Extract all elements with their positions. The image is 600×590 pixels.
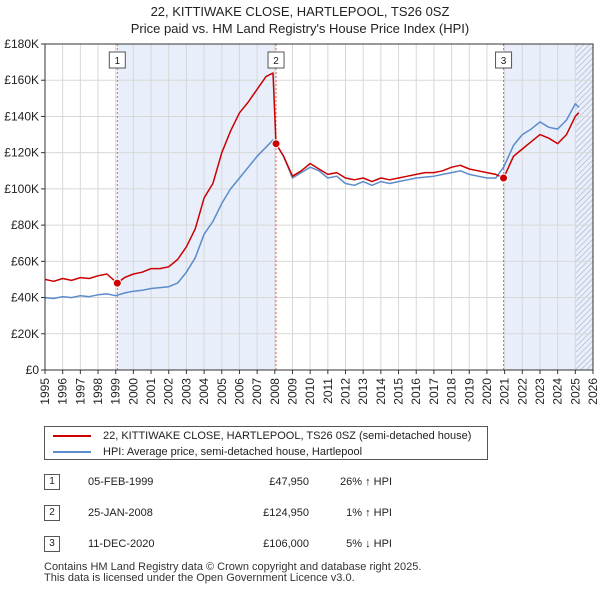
sale-hpi-change: 26% ↑ HPI: [340, 476, 392, 488]
x-tick-label: 2018: [445, 378, 459, 405]
x-tick-label: 2007: [250, 378, 264, 405]
sale-flag-box-3: [495, 51, 513, 69]
x-tick-label: 1998: [91, 378, 105, 405]
x-tick-label: 2000: [126, 378, 140, 405]
legend: 22, KITTIWAKE CLOSE, HARTLEPOOL, TS26 0S…: [44, 426, 488, 460]
x-tick-label: 2014: [374, 378, 388, 405]
x-tick-label: 2009: [285, 378, 299, 405]
x-tick-label: 2015: [392, 378, 406, 405]
footer-line-2: This data is licensed under the Open Gov…: [44, 572, 355, 584]
x-tick-label: 2019: [462, 378, 476, 405]
x-tick-label: 2008: [268, 378, 282, 405]
plot-frame: [44, 43, 594, 371]
x-tick-label: 1995: [38, 378, 52, 405]
x-tick-label: 2025: [568, 378, 582, 405]
x-tick-label: 2006: [232, 378, 246, 405]
y-tick-label: £40K: [11, 291, 39, 305]
x-tick-label: 1999: [109, 378, 123, 405]
sale-price: £106,000: [263, 538, 309, 550]
legend-swatch-hpi: [53, 451, 91, 453]
sale-number-badge: 3: [44, 536, 60, 552]
y-tick-label: £80K: [11, 218, 39, 232]
sale-price: £47,950: [269, 476, 309, 488]
legend-entry-property: 22, KITTIWAKE CLOSE, HARTLEPOOL, TS26 0S…: [53, 428, 471, 444]
x-tick-label: 2003: [179, 378, 193, 405]
y-tick-label: £20K: [11, 327, 39, 341]
sale-point-2: [271, 139, 281, 149]
footer-attribution: Contains HM Land Registry data © Crown c…: [44, 562, 421, 584]
sale-date: 25-JAN-2008: [88, 507, 153, 519]
y-tick-label: £140K: [4, 109, 39, 123]
y-tick-label: £120K: [4, 146, 39, 160]
sale-date: 05-FEB-1999: [88, 476, 154, 488]
shaded-period-1: [117, 44, 277, 370]
y-tick-label: £0: [26, 363, 40, 377]
sale-date: 11-DEC-2020: [88, 538, 155, 550]
sale-point-3: [499, 173, 509, 183]
sale-row-2: 2 25-JAN-2008 £124,950 1% ↑ HPI: [44, 505, 444, 523]
sale-flag-label-1: 1: [115, 56, 121, 67]
y-tick-label: £100K: [4, 182, 39, 196]
x-tick-label: 2021: [498, 378, 512, 405]
sale-flag-box-2: [267, 51, 285, 69]
x-tick-label: 1997: [73, 378, 87, 405]
sale-markers: 1 2 3: [108, 51, 513, 288]
series-layer: [44, 72, 580, 300]
x-tick-label: 2024: [551, 378, 565, 405]
sale-flag-label-2: 2: [273, 56, 279, 67]
y-tick-label: £180K: [4, 37, 39, 51]
sale-flag-label-3: 3: [501, 56, 507, 67]
x-tick-label: 2002: [162, 378, 176, 405]
chart-title: 22, KITTIWAKE CLOSE, HARTLEPOOL, TS26 0S…: [151, 4, 450, 19]
x-tick-label: 2023: [533, 378, 547, 405]
sale-row-1: 1 05-FEB-1999 £47,950 26% ↑ HPI: [44, 474, 444, 492]
series-line-hpi: [44, 103, 580, 300]
x-tick-label: 2011: [321, 378, 335, 404]
sale-number-badge: 2: [44, 505, 60, 521]
sale-hpi-change: 5% ↓ HPI: [346, 538, 392, 550]
sale-hpi-change: 1% ↑ HPI: [346, 507, 392, 519]
sale-point-1: [112, 278, 122, 288]
plot-background: [45, 44, 593, 370]
legend-label-hpi: HPI: Average price, semi-detached house,…: [103, 446, 363, 458]
x-tick-label: 2005: [215, 378, 229, 405]
sale-price: £124,950: [263, 507, 309, 519]
x-tick-label: 2026: [586, 378, 600, 405]
sale-row-3: 3 11-DEC-2020 £106,000 5% ↓ HPI: [44, 536, 444, 554]
series-line-property: [44, 72, 580, 284]
legend-entry-hpi: HPI: Average price, semi-detached house,…: [53, 444, 362, 460]
y-tick-label: £160K: [4, 73, 39, 87]
sale-number-badge: 1: [44, 474, 60, 490]
x-tick-label: 2004: [197, 378, 211, 405]
chart-subtitle: Price paid vs. HM Land Registry's House …: [131, 21, 469, 36]
x-tick-label: 2017: [427, 378, 441, 405]
forecast-hatch: [575, 44, 593, 370]
footer-line-1: Contains HM Land Registry data © Crown c…: [44, 561, 422, 573]
x-tick-label: 1996: [56, 378, 70, 405]
price-chart: 22, KITTIWAKE CLOSE, HARTLEPOOL, TS26 0S…: [4, 4, 600, 405]
x-tick-label: 2012: [339, 378, 353, 405]
sale-flag-box-1: [108, 51, 126, 69]
x-tick-label: 2022: [515, 378, 529, 405]
y-tick-label: £60K: [11, 254, 39, 268]
x-tick-label: 2010: [303, 378, 317, 405]
x-tick-label: 2020: [480, 378, 494, 405]
x-tick-label: 2001: [144, 378, 158, 405]
legend-swatch-property: [53, 435, 91, 437]
legend-label-property: 22, KITTIWAKE CLOSE, HARTLEPOOL, TS26 0S…: [103, 430, 472, 442]
axes: £0 £20K £40K £60K £80K £100K £120K £140K £160K £1…: [4, 37, 600, 405]
x-tick-label: 2013: [356, 378, 370, 405]
x-tick-label: 2016: [409, 378, 423, 405]
